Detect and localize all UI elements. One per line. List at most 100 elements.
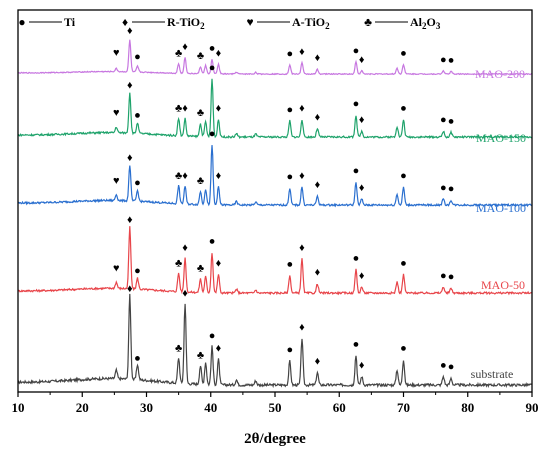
peak-marker: ● — [353, 338, 360, 350]
peak-marker: ♦ — [359, 114, 365, 126]
peak-marker: ● — [286, 259, 293, 271]
peak-marker: ● — [448, 183, 455, 195]
peak-marker: ● — [134, 51, 141, 63]
peak-marker: ● — [209, 330, 216, 342]
series-label: MAO-200 — [475, 67, 525, 81]
series-label: MAO-150 — [476, 131, 526, 145]
peak-marker: ♥ — [113, 47, 120, 59]
peak-marker: ● — [134, 177, 141, 189]
peak-marker: ♣ — [197, 107, 204, 119]
x-tick-label: 50 — [269, 400, 282, 415]
peak-marker: ● — [400, 170, 407, 182]
peak-marker: ♦ — [299, 46, 305, 58]
peak-marker: ♦ — [299, 170, 305, 182]
peak-marker: ♣ — [197, 50, 204, 62]
peak-marker: ♦ — [127, 283, 133, 295]
peak-marker: ♦ — [359, 54, 365, 66]
legend-marker: ● — [18, 15, 25, 29]
peak-marker: ● — [286, 344, 293, 356]
peak-marker: ● — [134, 353, 141, 365]
peak-marker: ♦ — [182, 41, 188, 53]
series-label: MAO-100 — [476, 201, 526, 215]
series-line-mao-150 — [17, 78, 533, 140]
peak-marker: ♦ — [315, 111, 321, 123]
peak-marker: ♦ — [359, 270, 365, 282]
peak-marker: ● — [353, 98, 360, 110]
peak-marker: ● — [440, 270, 447, 282]
series-line-substrate — [18, 293, 533, 389]
peak-marker: ♦ — [299, 103, 305, 115]
peak-marker: ● — [286, 48, 293, 60]
peak-marker: ● — [440, 360, 447, 372]
peak-marker: ● — [400, 257, 407, 269]
legend-entry: ♣ Al2O3 — [364, 15, 441, 31]
peak-marker: ♦ — [182, 287, 188, 299]
peak-marker: ♦ — [359, 182, 365, 194]
series-line-mao-200 — [17, 39, 533, 76]
x-tick-label: 10 — [12, 400, 25, 415]
peak-marker: ● — [353, 165, 360, 177]
peak-marker: ● — [209, 43, 216, 55]
series-label: substrate — [471, 367, 514, 381]
peak-marker: ● — [440, 114, 447, 126]
peak-marker: ● — [448, 115, 455, 127]
x-tick-label: 20 — [76, 400, 89, 415]
peak-marker: ♦ — [127, 214, 133, 226]
axes: 10 20 30 40 50 60 70 80 90 2θ/degree — [12, 9, 539, 447]
peak-marker: ♣ — [175, 257, 182, 269]
x-tick-label: 90 — [526, 400, 539, 415]
peak-marker: ♦ — [127, 79, 133, 91]
peak-marker: ♦ — [182, 242, 188, 254]
legend-marker: ♣ — [364, 15, 372, 29]
x-tick-label: 60 — [333, 400, 346, 415]
peak-marker: ♦ — [359, 360, 365, 372]
peak-marker: ♣ — [197, 262, 204, 274]
x-tick-label: 40 — [204, 400, 217, 415]
peak-marker: ♦ — [315, 179, 321, 191]
peak-marker: ♦ — [315, 267, 321, 279]
peak-marker: ♣ — [197, 175, 204, 187]
x-axis-title: 2θ/degree — [244, 431, 306, 447]
series-line-mao-50 — [17, 226, 533, 296]
legend-label: R-TiO2 — [167, 15, 205, 31]
peak-marker: ♥ — [113, 175, 120, 187]
peak-marker: ● — [440, 54, 447, 66]
legend-label: Ti — [64, 15, 76, 29]
peak-marker: ♣ — [175, 47, 182, 59]
x-tick-label: 80 — [461, 400, 474, 415]
peak-marker: ♥ — [113, 263, 120, 275]
legend-marker: ♦ — [122, 15, 128, 29]
peak-marker: ♦ — [216, 170, 222, 182]
peak-marker: ● — [448, 54, 455, 66]
peak-marker: ● — [353, 252, 360, 264]
x-tick-label: 70 — [397, 400, 410, 415]
peak-marker: ♦ — [216, 47, 222, 59]
series-label: MAO-50 — [481, 278, 525, 292]
peak-marker: ● — [400, 103, 407, 115]
peak-marker: ● — [209, 62, 216, 74]
legend-entry: ♦ R-TiO2 — [122, 15, 205, 31]
peak-marker: ● — [134, 265, 141, 277]
peak-marker: ♦ — [127, 152, 133, 164]
peak-marker: ♦ — [299, 242, 305, 254]
peak-marker: ♦ — [216, 343, 222, 355]
peak-marker: ● — [134, 110, 141, 122]
legend-label: Al2O3 — [410, 15, 441, 31]
peak-marker: ♦ — [315, 52, 321, 64]
peak-marker: ● — [286, 171, 293, 183]
peak-marker: ♣ — [197, 349, 204, 361]
legend-marker: ♥ — [246, 15, 253, 29]
series-line-mao-100 — [17, 145, 533, 208]
peak-marker: ♣ — [175, 343, 182, 355]
peak-marker: ♣ — [175, 170, 182, 182]
plot-area: substrateMAO-50MAO-100MAO-150MAO-200♦●♣♦… — [17, 25, 533, 389]
peak-marker: ● — [353, 45, 360, 57]
peak-marker: ♦ — [299, 321, 305, 333]
peak-marker: ● — [440, 182, 447, 194]
peak-marker: ♦ — [216, 103, 222, 115]
x-tick-label: 30 — [140, 400, 153, 415]
peak-marker: ♦ — [182, 170, 188, 182]
legend-entry: ♥ A-TiO2 — [246, 15, 330, 31]
legend: ● Ti ♦ R-TiO2 ♥ A-TiO2 ♣ Al2O3 — [18, 15, 440, 31]
